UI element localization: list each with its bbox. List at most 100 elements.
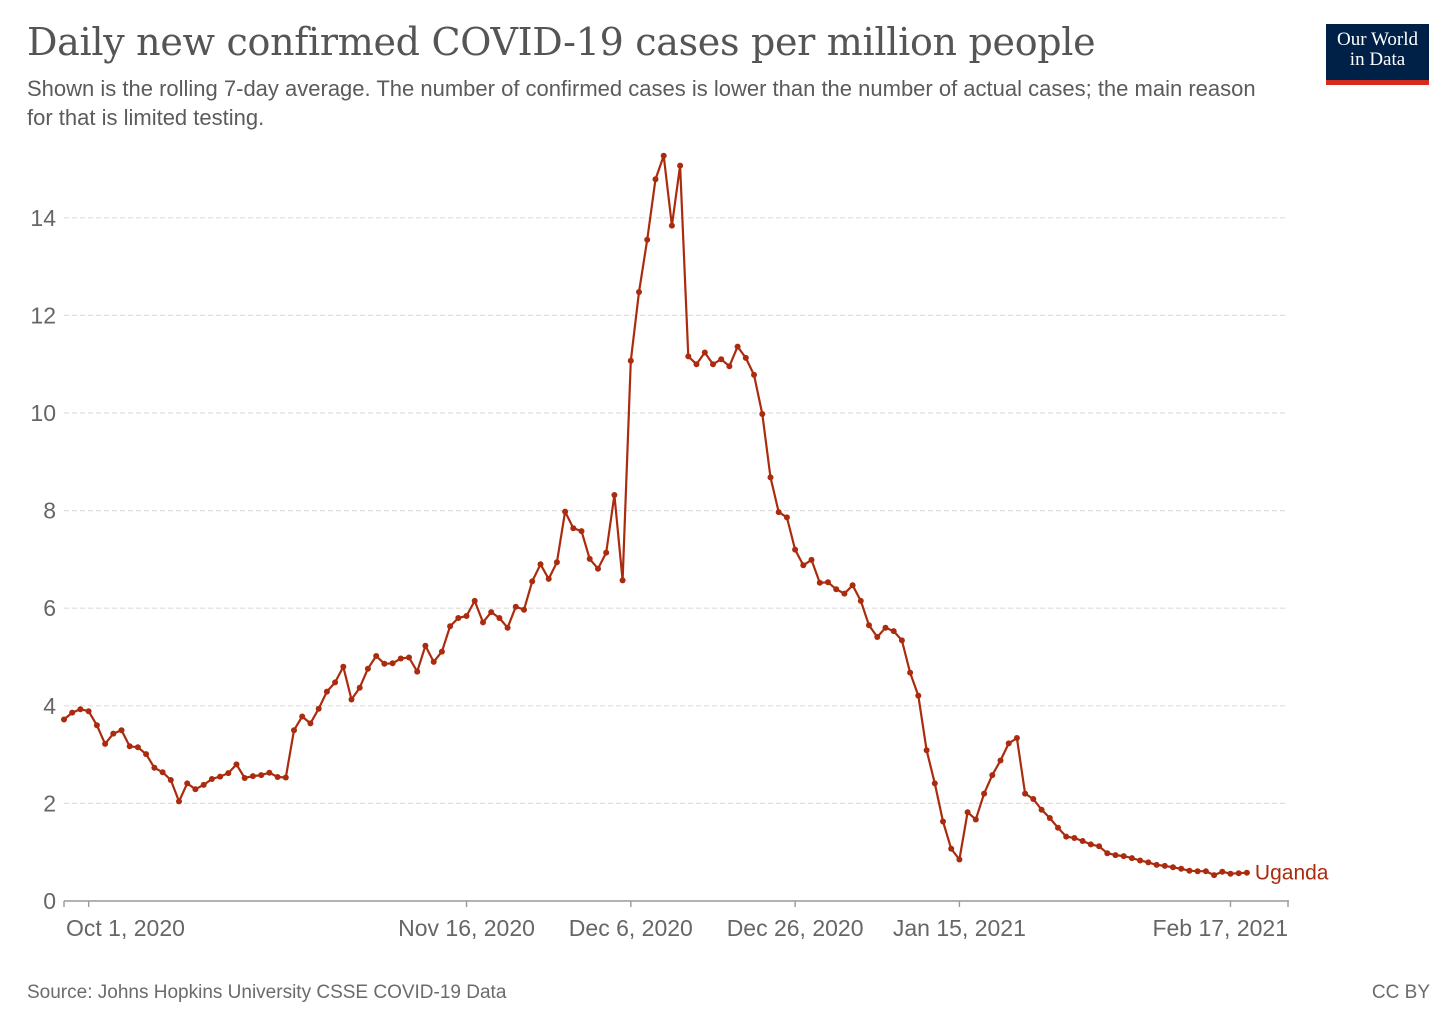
data-point (636, 289, 642, 295)
y-tick-label: 12 (30, 302, 56, 328)
data-point (406, 654, 412, 661)
data-point (85, 708, 92, 715)
logo-line-2: in Data (1349, 49, 1406, 70)
data-point (471, 597, 478, 604)
data-point (1022, 790, 1029, 797)
data-point (1112, 852, 1119, 859)
data-point (890, 628, 897, 635)
data-point (710, 361, 716, 368)
data-point (956, 856, 963, 863)
data-point (866, 622, 872, 629)
data-point (775, 509, 782, 516)
y-tick-label: 2 (43, 790, 56, 816)
data-point (1202, 868, 1209, 875)
data-point (923, 747, 930, 754)
data-point (586, 555, 593, 562)
y-tick-label: 8 (43, 498, 56, 524)
data-point (364, 665, 371, 672)
data-point (93, 722, 100, 729)
data-point (808, 556, 815, 563)
data-point (340, 663, 347, 670)
data-point (1087, 841, 1094, 848)
data-point (1038, 806, 1045, 813)
data-point (726, 363, 733, 370)
data-point (1104, 850, 1111, 857)
data-point (422, 642, 429, 649)
data-point (1186, 867, 1193, 874)
data-point (981, 790, 988, 797)
data-point (397, 655, 404, 662)
data-point (751, 371, 757, 378)
data-point (545, 575, 552, 582)
data-point (1178, 865, 1185, 872)
data-point (619, 577, 626, 584)
data-point (61, 716, 67, 723)
series-group: Uganda (61, 152, 1329, 885)
data-point (455, 615, 462, 621)
data-point (134, 744, 141, 751)
data-point (1079, 838, 1086, 844)
data-point (447, 623, 454, 630)
data-point (1211, 872, 1218, 879)
y-tick-label: 0 (43, 888, 56, 914)
data-point (570, 525, 577, 532)
data-point (1013, 735, 1020, 741)
data-point (414, 668, 421, 675)
data-point (833, 586, 840, 593)
data-point (192, 786, 199, 793)
data-point (167, 777, 174, 783)
data-point (1120, 853, 1127, 860)
data-point (841, 590, 848, 597)
data-point (553, 559, 560, 566)
x-tick-label: Nov 16, 2020 (398, 915, 535, 941)
data-point (907, 669, 914, 676)
series-line (63, 154, 1247, 877)
y-tick-label: 4 (43, 693, 56, 719)
data-point (217, 773, 224, 780)
data-point (693, 361, 700, 368)
data-point (151, 764, 158, 771)
data-point (258, 772, 265, 779)
data-point (1063, 833, 1070, 840)
data-point (200, 781, 207, 788)
data-point (792, 546, 799, 553)
data-point (989, 772, 996, 779)
data-point (1227, 870, 1234, 877)
data-point (184, 780, 191, 787)
data-point (783, 514, 790, 521)
license-label[interactable]: CC BY (1371, 982, 1430, 1003)
source-note[interactable]: Source: Johns Hopkins University CSSE CO… (27, 982, 507, 1003)
data-point (291, 727, 297, 734)
data-point (677, 162, 684, 169)
data-point (644, 236, 651, 243)
data-point (537, 561, 544, 568)
x-tick-label: Oct 1, 2020 (66, 915, 185, 941)
data-point (348, 696, 355, 703)
gridlines (64, 217, 1288, 805)
data-point (1030, 796, 1037, 802)
data-point (463, 613, 470, 619)
chart-subtitle: Shown is the rolling 7-day average. The … (27, 76, 1256, 130)
data-point (931, 780, 938, 787)
y-axis: 0 2 4 6 8 10 12 14 (30, 205, 56, 914)
data-point (1170, 864, 1176, 871)
data-point (882, 624, 889, 631)
data-point (1219, 868, 1226, 875)
data-point (1128, 855, 1135, 862)
data-point (102, 740, 109, 747)
data-point (825, 579, 831, 586)
data-point (521, 606, 527, 613)
data-point (857, 597, 864, 604)
data-point (249, 773, 256, 780)
data-point (1161, 862, 1168, 869)
data-point (1145, 859, 1152, 866)
data-point (578, 528, 585, 535)
our-world-in-data-logo[interactable]: Our World in Data (1326, 24, 1429, 85)
data-point (849, 582, 856, 589)
data-point (356, 684, 363, 691)
data-point (529, 578, 536, 585)
x-tick-label: Feb 17, 2021 (1152, 915, 1288, 941)
data-point (496, 615, 503, 621)
data-point (940, 818, 946, 825)
